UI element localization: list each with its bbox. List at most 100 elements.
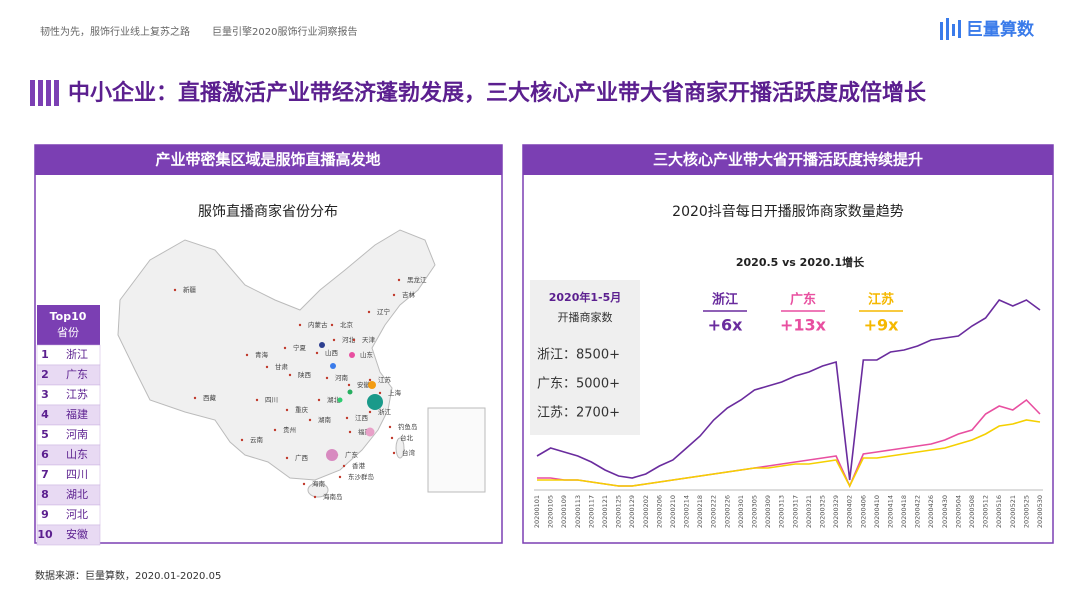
map-dot (338, 475, 342, 479)
map-dot (283, 346, 287, 350)
map-label: 重庆 (295, 405, 309, 414)
map-label: 上海 (388, 388, 402, 397)
callout-subtitle: 开播商家数 (558, 310, 613, 324)
top10-rank: 2 (41, 368, 49, 381)
top10-title: Top10 (50, 310, 87, 323)
x-tick-label: 20200313 (778, 495, 786, 528)
map-label: 天津 (362, 336, 376, 344)
left-heading: 产业带密集区域是服饰直播高发地 (155, 151, 380, 169)
map-dot (348, 430, 352, 434)
x-tick-label: 20200525 (1022, 495, 1030, 528)
south-sea-inset (427, 407, 486, 493)
map-dot (313, 495, 317, 499)
x-tick-label: 20200121 (601, 495, 609, 528)
x-tick-label: 20200129 (628, 495, 636, 528)
top10-rank: 7 (41, 468, 49, 481)
map-dot (397, 278, 401, 282)
growth-name: 浙江 (712, 292, 738, 308)
map-dot (308, 418, 312, 422)
map-label: 湖南 (318, 415, 332, 424)
x-tick-label: 20200202 (642, 495, 650, 528)
x-tick-label: 20200125 (615, 495, 623, 528)
map-label: 辽宁 (377, 307, 391, 316)
top10-province: 河北 (66, 508, 88, 521)
top10-row (36, 524, 101, 546)
map-dot (173, 288, 177, 292)
top10-province: 湖北 (66, 488, 88, 501)
top10-rank: 9 (41, 508, 49, 521)
x-tick-label: 20200317 (791, 495, 799, 528)
x-tick-label: 20200226 (723, 495, 731, 528)
top10-rank: 3 (41, 388, 49, 401)
map-dot (392, 293, 396, 297)
map-label: 河南 (335, 373, 349, 382)
map-dot (317, 398, 321, 402)
top10-province: 浙江 (66, 348, 88, 361)
x-tick-label: 20200329 (832, 495, 840, 528)
map-dot (368, 378, 372, 382)
right-heading-bar (523, 145, 1053, 175)
x-tick-label: 20200504 (954, 495, 962, 528)
brand: 巨量算数 (966, 19, 1035, 40)
x-tick-label: 20200430 (941, 495, 949, 528)
x-tick-label: 20200206 (655, 495, 663, 528)
hainan-island (307, 482, 329, 498)
map-label: 台北 (400, 433, 414, 442)
map-dot (302, 482, 306, 486)
x-tick-label: 20200210 (669, 495, 677, 528)
map-dot (342, 464, 346, 468)
x-tick-label: 20200305 (751, 495, 759, 528)
china-map (117, 229, 436, 481)
map-dot (315, 351, 319, 355)
x-tick-label: 20200105 (547, 495, 555, 528)
map-dot (298, 323, 302, 327)
top10-province: 江苏 (66, 388, 88, 401)
x-tick-label: 20200222 (710, 495, 718, 528)
x-tick-label: 20200321 (805, 495, 813, 528)
top10-rank: 6 (41, 448, 49, 461)
x-tick-label: 20200418 (900, 495, 908, 528)
map-label: 山东 (360, 350, 374, 359)
series-line (537, 419, 1041, 488)
map-label: 内蒙古 (308, 320, 328, 329)
x-tick-label: 20200113 (574, 495, 582, 528)
callout-title: 2020年1-5月 (549, 290, 622, 304)
map-dot (378, 391, 382, 395)
map-dot (345, 416, 349, 420)
map-bubbles (319, 342, 383, 461)
growth-value: +13x (780, 316, 827, 335)
top10-rank: 1 (41, 348, 49, 361)
x-tick-label: 20200214 (683, 495, 691, 528)
top10-province: 河南 (66, 428, 88, 441)
map-dot (288, 373, 292, 377)
map-label: 湖北 (327, 395, 341, 404)
map-dot (255, 398, 259, 402)
top10-header (37, 305, 100, 345)
map-label: 西藏 (203, 393, 217, 402)
x-tick-label: 20200512 (982, 495, 990, 528)
growth-value: +6x (708, 316, 744, 335)
map-label: 贵州 (283, 425, 296, 434)
map-label: 山西 (325, 348, 339, 357)
top10-province: 四川 (66, 468, 88, 481)
chart-subtitle: 2020.5 vs 2020.1增长 (736, 255, 865, 269)
chart-title: 2020抖音每日开播服饰商家数量趋势 (672, 203, 904, 220)
map-dot (392, 451, 396, 455)
x-tick-label: 20200301 (737, 495, 745, 528)
map-label: 黑龙江 (407, 275, 427, 284)
map-label: 北京 (340, 320, 354, 329)
map-dot (240, 438, 244, 442)
x-tick-label: 20200101 (533, 495, 541, 528)
page-title: 中小企业：直播激活产业带经济蓬勃发展，三大核心产业带大省商家开播活跃度成倍增长 (68, 80, 927, 106)
x-tick-label: 20200530 (1036, 495, 1044, 528)
map-label: 东沙群岛 (348, 472, 374, 481)
x-tick-label: 20200410 (873, 495, 881, 528)
top10-rank: 5 (41, 428, 49, 441)
x-tick-label: 20200521 (1009, 495, 1017, 528)
map-label: 广东 (345, 450, 359, 459)
top10-province: 安徽 (66, 527, 88, 541)
x-tick-label: 20200218 (696, 495, 704, 528)
header-right: 巨量引擎2020服饰行业洞察报告 (212, 25, 357, 38)
map-dot (352, 338, 356, 342)
